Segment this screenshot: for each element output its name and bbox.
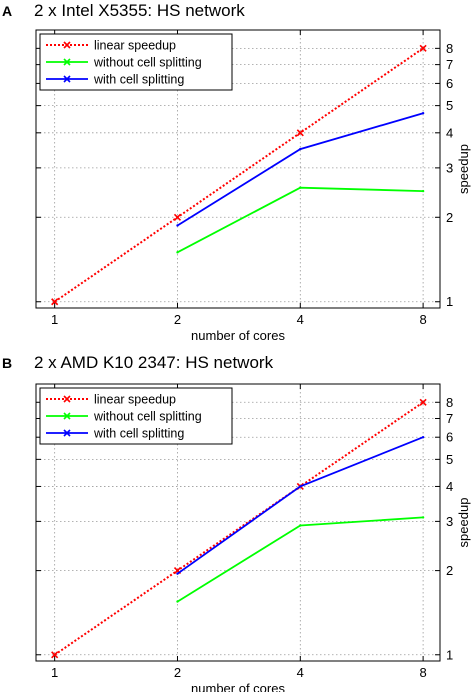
point-marker <box>419 44 427 52</box>
y-tick-label: 6 <box>446 76 453 91</box>
point-marker <box>421 111 425 115</box>
axes-frame <box>35 29 441 309</box>
x-tick-label: 2 <box>174 665 181 680</box>
panel-label: B <box>2 355 12 371</box>
legend-marker <box>63 412 71 420</box>
data-point <box>421 516 425 519</box>
chart-panel-b: B 2 x AMD K10 2347: HS network 1 2 4 8 number … <box>2 353 471 696</box>
legend-label: without cell splitting <box>93 410 202 424</box>
point-marker <box>51 298 59 306</box>
y-tick-label: 1 <box>446 647 453 662</box>
y-tick-label: 4 <box>446 479 453 494</box>
x-axis-label: number of cores <box>191 681 285 692</box>
legend-marker <box>63 395 71 403</box>
legend-label: linear speedup <box>94 39 176 53</box>
x-tick-label: 2 <box>174 312 181 327</box>
chart-title: 2 x AMD K10 2347: HS network <box>34 353 274 372</box>
legend: linear speedup without cell splitting with… <box>39 33 233 91</box>
legend-label: linear speedup <box>94 393 176 407</box>
legend-label: with cell splitting <box>93 73 184 87</box>
legend-label: with cell splitting <box>93 427 184 441</box>
x-tick-label: 1 <box>51 665 58 680</box>
y-tick-label: 3 <box>446 160 453 175</box>
legend-label: without cell splitting <box>93 56 202 70</box>
x-tick-label: 8 <box>419 312 426 327</box>
data-point <box>176 224 179 227</box>
y-tick-label: 6 <box>446 430 453 445</box>
series-line-1 <box>54 401 424 656</box>
point-marker <box>421 436 425 439</box>
point-marker <box>299 524 302 527</box>
point-marker <box>296 129 304 137</box>
y-tick-label: 7 <box>446 57 453 72</box>
point-marker <box>419 398 427 406</box>
legend-marker <box>63 58 71 66</box>
data-point <box>173 213 182 221</box>
point-marker <box>173 213 182 221</box>
point-marker <box>176 251 179 254</box>
y-tick-label: 2 <box>446 210 453 225</box>
y-tick-label: 3 <box>446 514 453 529</box>
y-tick-label: 5 <box>446 98 453 113</box>
y-tick-label: 2 <box>446 563 453 578</box>
data-point <box>51 651 59 659</box>
data-point <box>421 436 425 439</box>
y-tick-label: 4 <box>446 125 453 140</box>
data-point <box>419 44 427 52</box>
data-point <box>299 485 302 488</box>
data-point <box>421 111 425 115</box>
point-marker <box>176 572 179 575</box>
data-point <box>176 600 179 603</box>
x-tick-label: 8 <box>419 665 426 680</box>
data-point <box>176 572 179 575</box>
point-marker <box>176 600 179 603</box>
x-tick-label: 1 <box>51 312 58 327</box>
data-point <box>299 524 302 527</box>
chart-panel-a: A 2 x Intel X5355: HS network 1 2 4 8 number o… <box>2 1 471 343</box>
data-point <box>421 189 425 193</box>
panel-label: A <box>2 3 12 19</box>
y-tick-label: 8 <box>446 41 453 56</box>
y-tick-label: 8 <box>446 395 453 410</box>
data-point <box>299 147 302 151</box>
point-marker <box>299 186 302 189</box>
y-tick-label: 7 <box>446 411 453 426</box>
x-tick-label: 4 <box>297 665 304 680</box>
x-tick-label: 4 <box>297 312 304 327</box>
data-point <box>296 129 304 137</box>
series-line-1 <box>54 47 424 303</box>
data-point <box>176 251 179 254</box>
y-axis-label: speedup <box>456 144 471 194</box>
point-marker <box>51 651 59 659</box>
y-tick-label: 5 <box>446 452 453 467</box>
x-axis-label: number of cores <box>191 328 285 343</box>
point-marker <box>173 567 182 575</box>
legend: linear speedup without cell splitting with… <box>39 387 233 445</box>
chart-title: 2 x Intel X5355: HS network <box>34 1 245 20</box>
point-marker <box>176 224 179 227</box>
data-point <box>299 186 302 189</box>
y-tick-label: 1 <box>446 294 453 309</box>
point-marker <box>421 516 425 519</box>
legend-marker <box>63 429 71 437</box>
point-marker <box>299 485 302 488</box>
y-axis-label: speedup <box>456 498 471 548</box>
data-point <box>51 298 59 306</box>
point-marker <box>299 147 302 151</box>
data-point <box>419 398 427 406</box>
legend-marker <box>63 75 71 83</box>
axes-frame <box>35 383 441 662</box>
point-marker <box>421 189 425 193</box>
legend-marker <box>63 41 71 49</box>
